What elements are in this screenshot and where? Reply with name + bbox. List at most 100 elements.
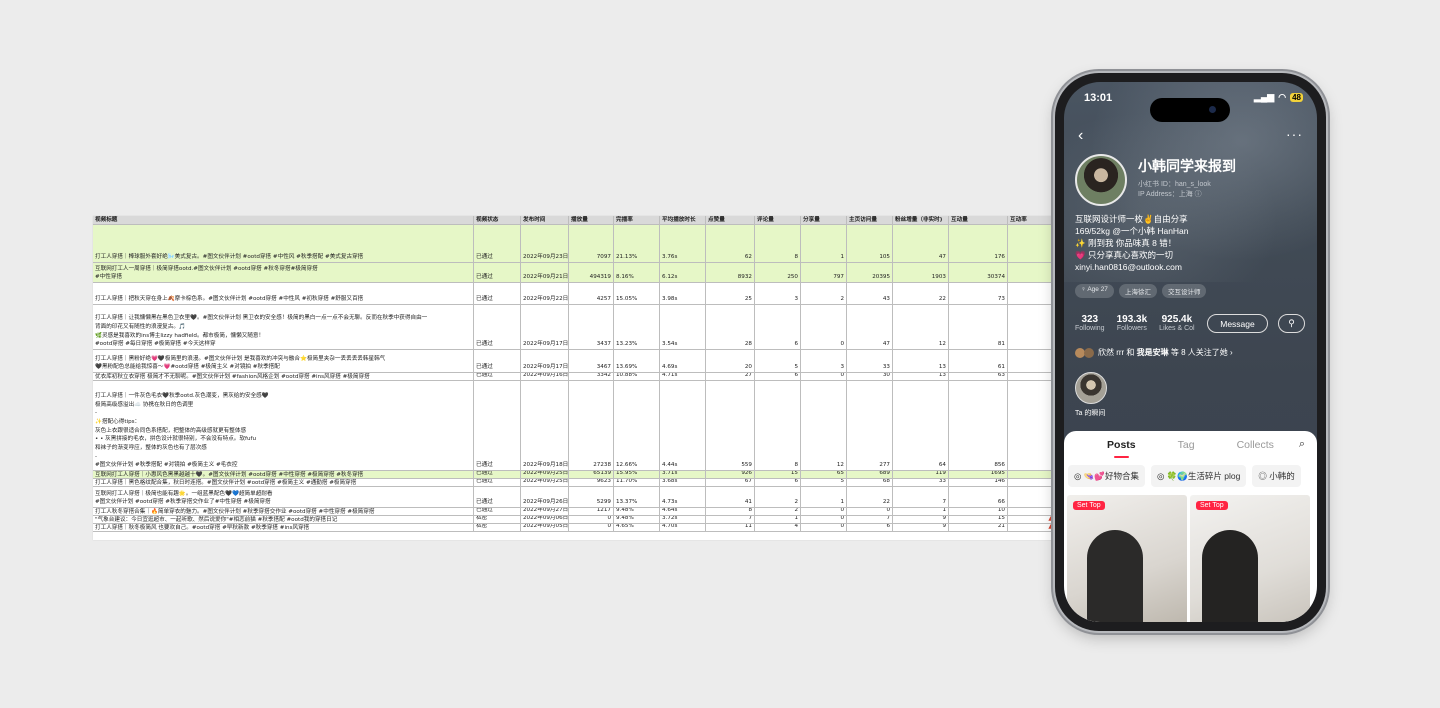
column-header[interactable]: 视频标题 bbox=[93, 216, 474, 224]
column-header[interactable]: 平均播放时长 bbox=[660, 216, 706, 224]
cell-avg: 3.68s bbox=[660, 479, 706, 486]
tab-tag[interactable]: Tag bbox=[1177, 439, 1195, 451]
cell-cmt: 3 bbox=[755, 283, 801, 304]
cell-share: 1 bbox=[801, 225, 847, 262]
column-header[interactable]: 播放量 bbox=[569, 216, 614, 224]
title-line: "气象台建议：今日宜逛超市、一起听歌、然后说爱你"#相恋前猫 #秋季搭配 #oo… bbox=[95, 517, 338, 523]
table-row[interactable]: 打工人秋冬穿搭合集｜🔥简单穿衣的魅力。#图文伙伴计划 #秋季穿搭交作业 #oot… bbox=[93, 508, 1056, 516]
tab-collects[interactable]: Collects bbox=[1236, 439, 1274, 451]
cell-date: 2022年09月25日 bbox=[523, 479, 569, 486]
title-line: 🖤黑粉配色总能给我惊喜～💗#ootd穿搭 #极简主义 #对镜拍 #秋季搭配 bbox=[95, 364, 280, 371]
table-row[interactable]: 优衣库初秋立衣穿搭 极简才不无聊呢。#图文伙伴计划 #fashion风格企划 #… bbox=[93, 373, 1056, 381]
cell-avg: 3.54s bbox=[660, 305, 706, 349]
cell-avg: 4.71s bbox=[660, 373, 706, 380]
table-row[interactable]: 打工人穿搭｜黑粉好绝💗🖤极简里的浪漫。#图文伙伴计划 是我喜欢的冲突与融合⭐极简… bbox=[93, 350, 1056, 373]
cell-play: 7097 bbox=[569, 225, 614, 262]
stat-following[interactable]: 323 Following bbox=[1075, 314, 1105, 332]
cell-status: 已通过 bbox=[474, 479, 521, 486]
add-user-button[interactable]: ⚲ bbox=[1278, 314, 1305, 333]
more-icon[interactable]: ··· bbox=[1286, 126, 1303, 142]
cell-ir: ▲ bbox=[1008, 524, 1056, 531]
collection-chip[interactable]: ◎ 👒💕好物合集 bbox=[1068, 465, 1145, 487]
cell-rate: 4.65% bbox=[614, 524, 660, 531]
cell-fans: 1 bbox=[893, 508, 949, 515]
back-icon[interactable]: ‹ bbox=[1078, 127, 1084, 144]
cell-fans: 47 bbox=[893, 225, 949, 262]
mutual-followers[interactable]: 欣然 rrr 和 我是安琳 等 8 人关注了她 › bbox=[1075, 347, 1233, 358]
tab-posts[interactable]: Posts bbox=[1107, 439, 1136, 458]
column-header[interactable]: 互动量 bbox=[949, 216, 1008, 224]
post-card[interactable]: Set Top bbox=[1190, 495, 1310, 622]
phone-mockup: 13:01 ▂▄▆ ◠ 48 ‹ ··· 小韩同学来报到 小红书 ID：han_… bbox=[1055, 73, 1326, 631]
table-row[interactable]: 打工人穿搭｜秋冬极简风 也要欢自己。#ootd穿搭 #早秋新款 #秋季穿搭 #i… bbox=[93, 524, 1056, 532]
cell-status: 已通过 bbox=[474, 487, 521, 507]
cell-cmt: 6 bbox=[755, 373, 801, 380]
cell-ir bbox=[1008, 381, 1056, 470]
table-row[interactable]: "气象台建议：今日宜逛超市、一起听歌、然后说爱你"#相恋前猫 #秋季搭配 #oo… bbox=[93, 516, 1056, 524]
profile-name: 小韩同学来报到 bbox=[1138, 158, 1236, 174]
cell-rate: 9.48% bbox=[614, 508, 660, 515]
stat-followers[interactable]: 193.3k Followers bbox=[1116, 314, 1148, 332]
cell-inter: 30374 bbox=[949, 263, 1008, 282]
column-header[interactable]: 互动率 bbox=[1008, 216, 1056, 224]
cell-fans: 13 bbox=[893, 350, 949, 372]
moment-label: Ta 的瞬间 bbox=[1075, 410, 1106, 417]
cell-share: 0 bbox=[801, 305, 847, 349]
cell-share: 797 bbox=[801, 263, 847, 282]
cell-play: 0 bbox=[569, 524, 614, 531]
cell-date: 2022年09月27日 bbox=[523, 508, 569, 515]
cell-cmt: 8 bbox=[755, 381, 801, 470]
search-icon[interactable]: ⌕ bbox=[1298, 438, 1305, 450]
column-header[interactable]: 视频状态 bbox=[474, 216, 521, 224]
post-card[interactable]: Set Top bbox=[1067, 495, 1187, 622]
column-header[interactable]: 分享量 bbox=[801, 216, 847, 224]
cell-fans: 9 bbox=[893, 516, 949, 523]
cell-play: 5299 bbox=[569, 487, 614, 507]
cell-inter: 176 bbox=[949, 225, 1008, 262]
cell-like: 62 bbox=[706, 225, 755, 262]
cell-share: 5 bbox=[801, 479, 847, 486]
table-row[interactable]: 打工人穿搭｜让我慵懒黑在黑色卫衣里🖤。#图文伙伴计划 黑卫衣的安全感！极简的黑白… bbox=[93, 305, 1056, 350]
collection-chip[interactable]: ◎ 🍀🌍生活碎片 plog bbox=[1150, 465, 1247, 487]
table-row[interactable]: 互联网打工人穿搭｜极简也能有趣🌟。一组蓝黑配色🖤💙超简单超耐看 #图文伙伴计划 #… bbox=[93, 487, 1056, 508]
moment-avatar[interactable] bbox=[1075, 372, 1107, 404]
cell-cmt: 6 bbox=[755, 305, 801, 349]
cell-inter: 61 bbox=[949, 350, 1008, 372]
cell-rate: 15.05% bbox=[614, 283, 660, 304]
cell-title: 打工人穿搭｜把秋天穿在身上🍂摩卡棕色系。#图文伙伴计划 #ootd穿搭 #中性风… bbox=[93, 283, 474, 304]
column-header[interactable]: 点赞量 bbox=[706, 216, 755, 224]
cell-inter: 15 bbox=[949, 516, 1008, 523]
cell-like: 20 bbox=[706, 350, 755, 372]
cell-like: 926 bbox=[706, 471, 755, 478]
collections-row: ◎ 👒💕好物合集 ◎ 🍀🌍生活碎片 plog ◎ 小韩的 bbox=[1064, 459, 1317, 487]
table-row[interactable]: 打工人穿搭｜黑色格纹配合集，秋日时连搭。#图文伙伴计划 #ootd穿搭 #极简主… bbox=[93, 479, 1056, 487]
cell-rate: 21.13% bbox=[614, 225, 660, 262]
cell-visit: 47 bbox=[847, 305, 893, 349]
table-row[interactable]: 互联网打工人穿搭｜小惠风色黑黑越越十🖤。#图文伙伴计划 #ootd穿搭 #中性穿… bbox=[93, 471, 1056, 479]
column-header[interactable]: 发布时间 bbox=[521, 216, 569, 224]
column-header[interactable]: 粉丝增量（非实时) bbox=[893, 216, 949, 224]
message-button[interactable]: Message bbox=[1207, 314, 1268, 333]
cell-date: 2022年09月06日 bbox=[523, 516, 569, 523]
cell-ir bbox=[1008, 487, 1056, 507]
profile-ip: IP Address：上海 ⓘ bbox=[1138, 191, 1202, 198]
table-row[interactable]: 打工人穿搭｜一件灰色毛衣🖤秋季ootd.灰色潮变，黑灰给的安全感🖤 极简高级感溢出… bbox=[93, 381, 1056, 471]
title-line: 背面的印花又有随性的浪漫复古。🎵 bbox=[95, 324, 186, 331]
avatar[interactable] bbox=[1075, 154, 1127, 206]
title-line: #图文伙伴计划 #ootd穿搭 #秋季穿搭交作业了#中性穿搭 #极简穿搭 bbox=[95, 499, 271, 506]
column-header[interactable]: 主页访问量 bbox=[847, 216, 893, 224]
column-header[interactable]: 评论量 bbox=[755, 216, 801, 224]
cell-ir bbox=[1008, 373, 1056, 380]
column-header[interactable]: 完播率 bbox=[614, 216, 660, 224]
table-row[interactable]: 互联网打工人一周穿搭｜极简穿搭ootd.#图文伙伴计划 #ootd穿搭 #秋冬穿… bbox=[93, 263, 1056, 283]
profile-tags: ♀ Age 27 上海徐汇 交互设计师 bbox=[1075, 284, 1207, 298]
cell-title: 打工人穿搭｜黑色格纹配合集，秋日时连搭。#图文伙伴计划 #ootd穿搭 #极简主… bbox=[93, 479, 474, 486]
title-line: 互联网打工人穿搭｜极简也能有趣🌟。一组蓝黑配色🖤💙超简单超耐看 bbox=[95, 490, 273, 497]
cell-fans: 9 bbox=[893, 524, 949, 531]
table-row[interactable]: 打工人穿搭｜把秋天穿在身上🍂摩卡棕色系。#图文伙伴计划 #ootd穿搭 #中性风… bbox=[93, 283, 1056, 305]
cell-avg: 6.12s bbox=[660, 263, 706, 282]
stat-likes[interactable]: 925.4k Likes & Col bbox=[1159, 314, 1195, 332]
collection-chip[interactable]: ◎ 小韩的 bbox=[1252, 465, 1301, 487]
title-line: 打工人穿搭｜黑粉好绝💗🖤极简里的浪漫。#图文伙伴计划 是我喜欢的冲突与融合⭐极简… bbox=[95, 355, 386, 362]
table-row[interactable]: 打工人穿搭｜棒球服外套好绝🌬️美式复古。#图文伙伴计划 #ootd穿搭 #中性风… bbox=[93, 225, 1056, 263]
